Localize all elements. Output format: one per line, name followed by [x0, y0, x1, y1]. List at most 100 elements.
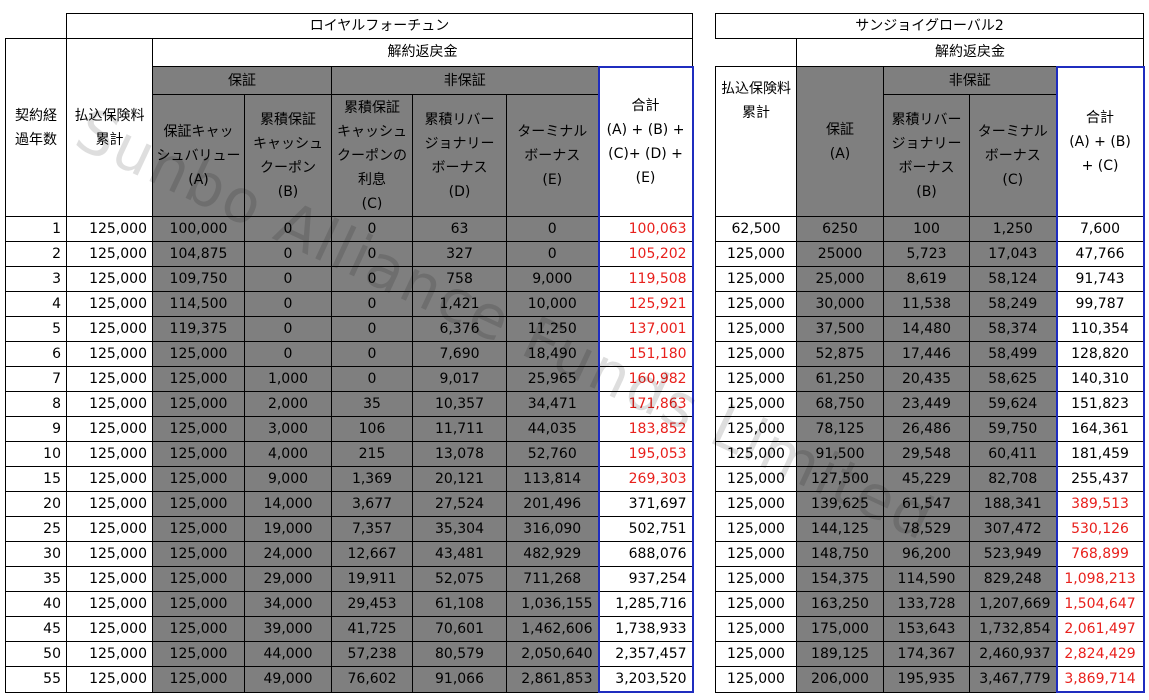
table-cell: 26,486	[883, 416, 970, 442]
table-cell: 0	[506, 241, 599, 267]
right-paid-header: 払込保険料 累計	[715, 66, 797, 217]
right-col-c-header: ターミナル ボーナス (C)	[969, 94, 1057, 217]
table-cell: 114,590	[883, 566, 970, 592]
table-row: 20 125,000 125,000 14,000 3,677 27,524 201,496…	[5, 491, 694, 517]
table-cell: 52,075	[412, 566, 507, 592]
table-cell: 389,513	[1055, 491, 1145, 517]
table-cell: 1,738,933	[597, 616, 694, 642]
table-cell: 9,000	[244, 466, 332, 492]
table-cell: 502,751	[597, 516, 694, 542]
table-cell: 11,250	[506, 316, 599, 342]
table-cell: 12,667	[331, 541, 413, 567]
table-cell: 3,203,520	[597, 666, 694, 693]
table-cell: 125,000	[66, 266, 153, 292]
table-cell: 58,124	[969, 266, 1057, 292]
table-cell: 125,000	[152, 591, 245, 617]
table-cell: 61,547	[883, 491, 970, 517]
table-cell: 96,200	[883, 541, 970, 567]
table-cell: 125,000	[715, 641, 797, 667]
table-cell: 10	[5, 441, 67, 467]
table-cell: 9	[5, 416, 67, 442]
table-row: 4 125,000 114,500 0 0 1,421 10,000 125,921	[5, 291, 694, 317]
table-row: 9 125,000 125,000 3,000 106 11,711 44,035 183,8…	[5, 416, 694, 442]
table-row: 30 125,000 125,000 24,000 12,667 43,481 482,92…	[5, 541, 694, 567]
table-cell: 100,000	[152, 216, 245, 242]
table-cell: 8,619	[883, 266, 970, 292]
table-cell: 711,268	[506, 566, 599, 592]
table-cell: 6	[5, 341, 67, 367]
table-cell: 91,500	[796, 441, 884, 467]
left-col-b-header: 累積保証 キャッシュ クーポン (B)	[244, 94, 332, 217]
table-cell: 104,875	[152, 241, 245, 267]
table-row: 125,000 154,375 114,590 829,248 1,098,213	[715, 566, 1145, 592]
table-cell: 100,063	[597, 216, 694, 242]
table-cell: 35	[5, 566, 67, 592]
table-cell: 1,000	[244, 366, 332, 392]
table-row: 3 125,000 109,750 0 0 758 9,000 119,508	[5, 266, 694, 292]
table-cell: 99,787	[1055, 291, 1145, 317]
table-cell: 8	[5, 391, 67, 417]
table-cell: 125,000	[715, 541, 797, 567]
table-cell: 125,000	[152, 341, 245, 367]
left-year-header: 契約経 過年数	[5, 38, 67, 217]
table-cell: 3,467,779	[969, 666, 1057, 693]
table-cell: 125,000	[152, 516, 245, 542]
table-cell: 125,000	[715, 616, 797, 642]
table-cell: 3,677	[331, 491, 413, 517]
table-cell: 18,490	[506, 341, 599, 367]
table-cell: 2,460,937	[969, 641, 1057, 667]
table-cell: 125,000	[715, 591, 797, 617]
table-cell: 39,000	[244, 616, 332, 642]
table-cell: 1,732,854	[969, 616, 1057, 642]
table-cell: 125,000	[715, 366, 797, 392]
table-cell: 7,690	[412, 341, 507, 367]
table-cell: 23,449	[883, 391, 970, 417]
table-cell: 171,863	[597, 391, 694, 417]
table-cell: 125,000	[715, 441, 797, 467]
table-cell: 14,480	[883, 316, 970, 342]
table-cell: 1,504,647	[1055, 591, 1145, 617]
table-cell: 181,459	[1055, 441, 1145, 467]
table-cell: 44,000	[244, 641, 332, 667]
table-cell: 316,090	[506, 516, 599, 542]
table-cell: 58,374	[969, 316, 1057, 342]
table-cell: 17,446	[883, 341, 970, 367]
table-cell: 29,548	[883, 441, 970, 467]
table-cell: 5,723	[883, 241, 970, 267]
table-cell: 119,508	[597, 266, 694, 292]
table-cell: 0	[244, 266, 332, 292]
table-cell: 125,000	[66, 291, 153, 317]
table-row: 125,000 175,000 153,643 1,732,854 2,061,497	[715, 616, 1145, 642]
table-cell: 2,824,429	[1055, 641, 1145, 667]
table-cell: 0	[331, 266, 413, 292]
table-row: 10 125,000 125,000 4,000 215 13,078 52,760 195,…	[5, 441, 694, 467]
table-cell: 688,076	[597, 541, 694, 567]
table-cell: 9,000	[506, 266, 599, 292]
table-cell: 125,000	[66, 241, 153, 267]
table-cell: 125,000	[66, 516, 153, 542]
table-cell: 125,000	[715, 566, 797, 592]
table-cell: 9,017	[412, 366, 507, 392]
table-cell: 44,035	[506, 416, 599, 442]
table-cell: 63	[412, 216, 507, 242]
table-cell: 6,376	[412, 316, 507, 342]
table-cell: 163,250	[796, 591, 884, 617]
table-cell: 523,949	[969, 541, 1057, 567]
left-guaranteed-header: 保証	[152, 66, 332, 95]
table-cell: 20,121	[412, 466, 507, 492]
table-cell: 58,499	[969, 341, 1057, 367]
table-cell: 1,207,669	[969, 591, 1057, 617]
table-cell: 0	[331, 366, 413, 392]
table-cell: 100	[883, 216, 970, 242]
table-cell: 2	[5, 241, 67, 267]
table-cell: 91,066	[412, 666, 507, 693]
table-cell: 125,000	[152, 666, 245, 693]
table-cell: 62,500	[715, 216, 797, 242]
table-cell: 125,000	[66, 416, 153, 442]
table-cell: 125,000	[715, 341, 797, 367]
table-row: 125,000 144,125 78,529 307,472 530,126	[715, 516, 1145, 542]
table-cell: 110,354	[1055, 316, 1145, 342]
table-cell: 1,369	[331, 466, 413, 492]
table-cell: 58,625	[969, 366, 1057, 392]
sunjoy-global-table: サンジョイグローバル2 解約返戻金 払込保険料 累計 保証 (A) 非保証 合計 (A…	[714, 13, 1145, 693]
